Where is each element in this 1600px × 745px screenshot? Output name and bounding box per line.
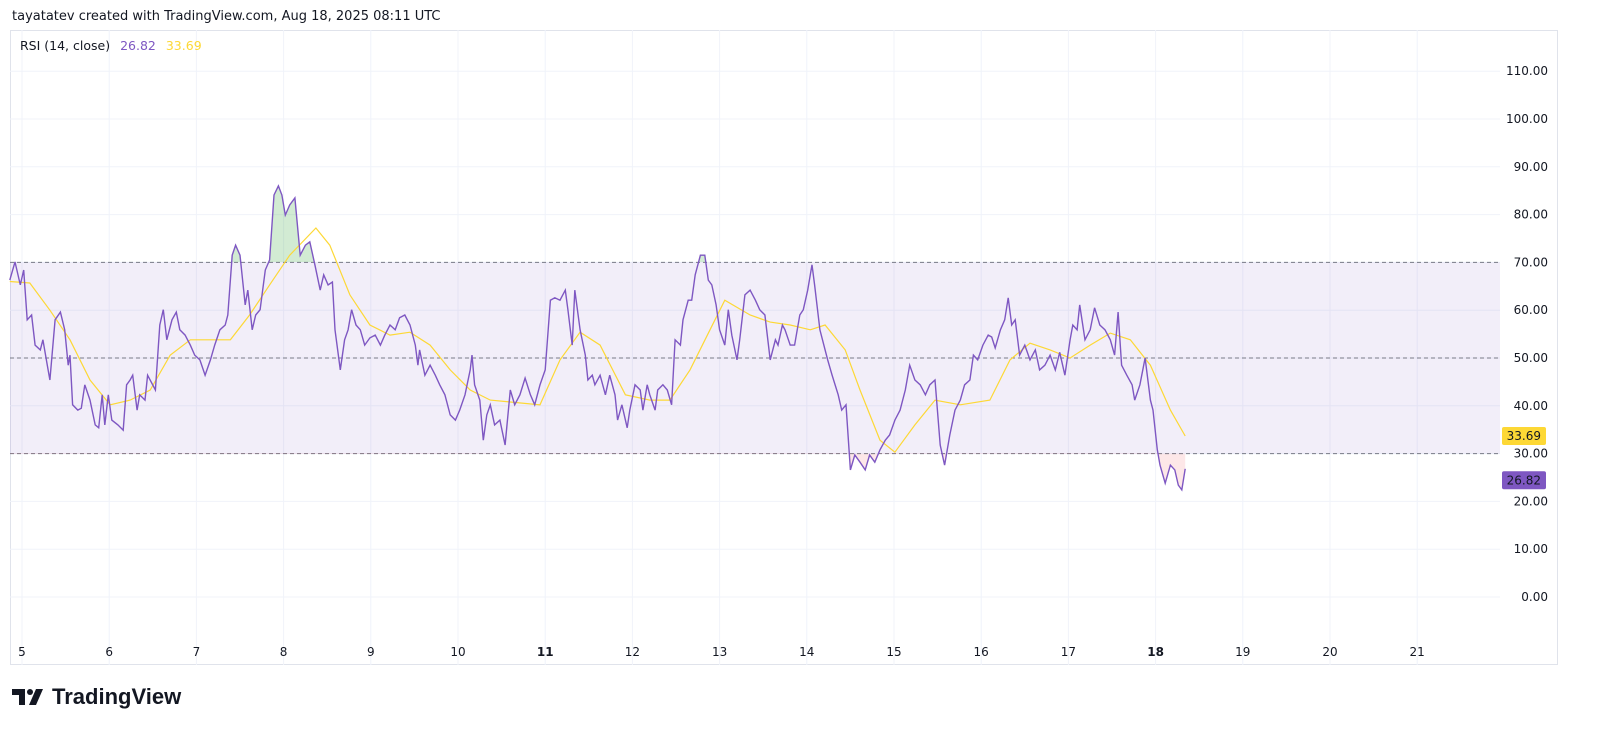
rsi-ma-line xyxy=(9,227,1186,454)
y-tick-label: 10.00 xyxy=(1514,542,1548,556)
y-tick-label: 70.00 xyxy=(1514,255,1548,269)
rsi-chart[interactable]: 110.00100.0090.0080.0070.0060.0050.0040.… xyxy=(0,0,1600,680)
y-tick-label: 40.00 xyxy=(1514,399,1548,413)
x-tick-label: 15 xyxy=(886,645,901,659)
ma-last-value: 33.69 xyxy=(1507,429,1541,443)
ma-last-value-tag xyxy=(1502,426,1546,445)
x-tick-label: 20 xyxy=(1322,645,1337,659)
y-tick-label: 30.00 xyxy=(1514,447,1548,461)
x-tick-label: 16 xyxy=(974,645,989,659)
y-tick-label: 50.00 xyxy=(1514,351,1548,365)
chart-credit: tayatatev created with TradingView.com, … xyxy=(12,9,441,24)
y-tick-label: 80.00 xyxy=(1514,208,1548,222)
y-tick-label: 20.00 xyxy=(1514,494,1548,508)
x-tick-label: 14 xyxy=(799,645,814,659)
rsi-line xyxy=(9,184,1186,492)
x-tick-label: 5 xyxy=(18,645,26,659)
y-tick-label: 100.00 xyxy=(1506,112,1548,126)
rsi-legend-value: 26.82 xyxy=(120,38,156,53)
x-tick-label: 12 xyxy=(625,645,640,659)
chart-frame xyxy=(10,30,1558,665)
brand-name: TradingView xyxy=(52,684,182,709)
x-tick-label: 11 xyxy=(537,645,554,659)
tradingview-logo[interactable]: TradingView xyxy=(12,684,181,710)
time-axis[interactable]: 5 6 7 8 9 10 11 12 13 14 15 16 17 18 19 20 21 xyxy=(18,645,1425,659)
y-tick-label: 0.00 xyxy=(1521,590,1548,604)
x-tick-label: 6 xyxy=(105,645,113,659)
price-axis[interactable]: 110.00 100.00 90.00 80.00 70.00 60.00 50.00 40.… xyxy=(1506,64,1548,604)
x-tick-label: 17 xyxy=(1061,645,1076,659)
rsi-last-value: 26.82 xyxy=(1507,473,1541,487)
y-tick-label: 110.00 xyxy=(1506,64,1548,78)
x-tick-label: 10 xyxy=(450,645,465,659)
indicator-legend[interactable]: RSI (14, close) 26.82 33.69 xyxy=(20,38,208,53)
last-value-labels: 33.69 26.82 xyxy=(1502,426,1546,490)
ma-legend-value: 33.69 xyxy=(165,38,202,53)
band-lines xyxy=(10,261,1500,455)
x-tick-label: 18 xyxy=(1147,645,1164,659)
y-tick-label: 60.00 xyxy=(1514,303,1548,317)
rsi-last-value-tag xyxy=(1502,471,1546,490)
indicator-title: RSI (14, close) xyxy=(20,38,111,53)
x-tick-label: 21 xyxy=(1410,645,1425,659)
tradingview-logo-icon xyxy=(12,689,43,705)
y-tick-label: 90.00 xyxy=(1514,160,1548,174)
x-tick-label: 19 xyxy=(1235,645,1250,659)
x-tick-label: 13 xyxy=(712,645,727,659)
x-tick-label: 7 xyxy=(193,645,201,659)
x-tick-label: 9 xyxy=(367,645,375,659)
x-tick-label: 8 xyxy=(280,645,288,659)
